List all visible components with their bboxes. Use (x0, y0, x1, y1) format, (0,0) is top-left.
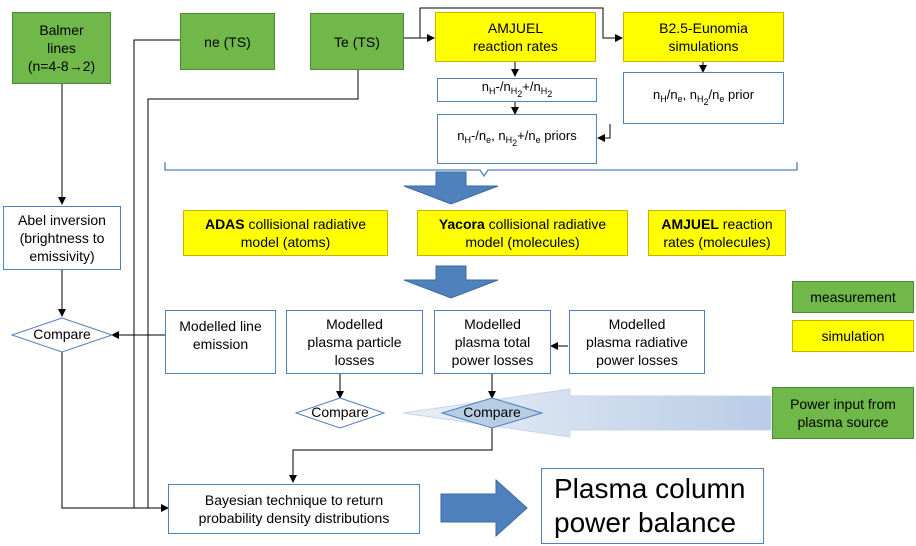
ratio-priors-box: nH-/ne, nH2+/ne priors (437, 114, 597, 164)
amjuel-rates-box: AMJUEL reaction rates (435, 12, 596, 62)
compare-particle-label: Compare (311, 404, 369, 420)
compare-diamond-total (440, 397, 544, 429)
balmer-lines-box: Balmer lines (n=4-8→2) (12, 12, 111, 84)
legend-simulation: simulation (792, 320, 914, 352)
compare-diamond-left (10, 317, 114, 353)
line-te-b25 (419, 7, 623, 42)
line-compare-bayes (61, 352, 169, 512)
big-right-arrow (440, 478, 528, 538)
b25-prior-box: nH/ne, nH2/ne prior (623, 72, 784, 124)
compare-left-label: Compare (33, 326, 91, 342)
line-prior-priors (597, 124, 611, 142)
compare-total-label: Compare (463, 404, 521, 420)
abel-inversion-box: Abel inversion (brightness to emissivity… (3, 206, 121, 270)
yacora-model-box: Yacora collisional radiative model (mole… (417, 210, 628, 256)
big-down-arrow-2 (403, 265, 499, 299)
modelled-particle-losses-box: Modelled plasma particle losses (286, 310, 423, 374)
modelled-total-power-box: Modelled plasma total power losses (434, 310, 551, 374)
density-ratio-box: nH-/nH2+/nH2 (437, 78, 597, 102)
power-balance-result-box: Plasma column power balance (541, 468, 764, 544)
amjuel-molecules-box: AMJUEL reaction rates (molecules) (648, 210, 786, 256)
ne-ts-box: ne (TS) (180, 13, 275, 70)
adas-model-box: ADAS collisional radiative model (atoms) (183, 210, 388, 256)
te-ts-box: Te (TS) (310, 13, 404, 70)
b25-eunomia-box: B2.5-Eunomia simulations (623, 12, 784, 62)
modelled-line-emission-box: Modelled line emission (165, 310, 276, 374)
legend-measurement: measurement (792, 281, 914, 313)
line-ne-bayes (133, 39, 180, 508)
bayesian-technique-box: Bayesian technique to return probability… (168, 484, 420, 534)
big-down-arrow-1 (403, 171, 499, 205)
line-compare-total-bayes (289, 428, 493, 483)
modelled-radiative-power-box: Modelled plasma radiative power losses (569, 310, 705, 374)
grouping-brace (164, 162, 798, 178)
compare-diamond-particle (294, 397, 386, 429)
line-te-bayes (147, 54, 359, 508)
power-input-box: Power input from plasma source (772, 387, 914, 439)
